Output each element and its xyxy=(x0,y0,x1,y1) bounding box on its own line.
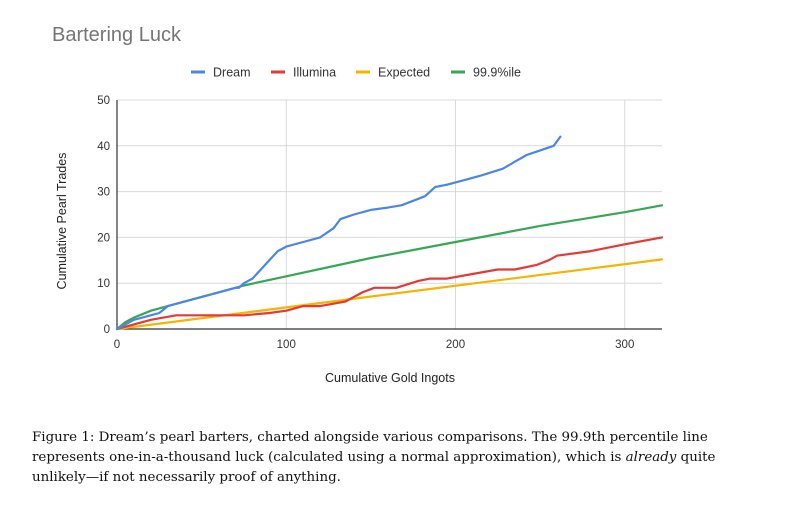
caption-text-start: Figure 1: Dream’s pearl barters, charted… xyxy=(32,430,708,465)
y-tick-label: 10 xyxy=(97,278,110,290)
tick-labels: 0 10 20 30 40 50 0 100 200 300 xyxy=(97,95,634,351)
x-axis-label: Cumulative Gold Ingots xyxy=(325,371,455,385)
series-lines xyxy=(115,135,664,331)
chart-title: Bartering Luck xyxy=(52,24,181,46)
legend-label: Illumina xyxy=(293,66,336,80)
caption-emphasis: already xyxy=(625,450,677,465)
caption-text-end: quite unlikely—if not necessarily proof … xyxy=(32,450,716,485)
series-line-expected xyxy=(115,258,664,331)
x-tick-label: 200 xyxy=(446,339,465,351)
x-tick-label: 0 xyxy=(114,339,120,351)
y-axis-label: Cumulative Pearl Trades xyxy=(55,153,69,290)
series-line-illumina xyxy=(115,236,664,331)
legend: Dream Illumina Expected 99.9%ile xyxy=(191,66,521,80)
line-chart: 0 10 20 30 40 50 0 100 200 300 Dream Illumina Expec… xyxy=(55,66,664,385)
legend-label: Expected xyxy=(378,66,430,80)
series-line-99-9-ile xyxy=(115,204,664,331)
x-tick-label: 100 xyxy=(277,339,296,351)
y-tick-label: 0 xyxy=(104,324,110,336)
y-tick-label: 40 xyxy=(97,141,110,153)
x-tick-label: 300 xyxy=(615,339,634,351)
series-line-dream xyxy=(115,135,562,331)
figure-caption: Figure 1: Dream’s pearl barters, charted… xyxy=(32,428,732,488)
y-tick-label: 20 xyxy=(97,232,110,244)
y-tick-label: 50 xyxy=(97,95,110,107)
y-tick-label: 30 xyxy=(97,187,110,199)
axes xyxy=(116,100,662,330)
grid xyxy=(117,99,662,329)
legend-label: Dream xyxy=(213,66,251,80)
legend-label: 99.9%ile xyxy=(473,66,521,80)
